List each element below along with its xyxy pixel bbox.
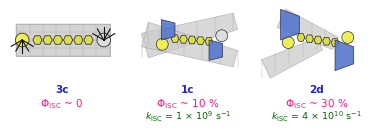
Polygon shape: [64, 36, 73, 44]
Circle shape: [156, 38, 168, 50]
FancyBboxPatch shape: [16, 24, 110, 56]
Text: 2d: 2d: [309, 85, 324, 95]
Text: 3c: 3c: [55, 85, 68, 95]
Polygon shape: [197, 37, 204, 45]
Polygon shape: [142, 22, 238, 67]
Polygon shape: [262, 38, 323, 78]
Polygon shape: [331, 39, 339, 46]
Text: $\Phi_{\mathregular{ISC}}$ ~ 0: $\Phi_{\mathregular{ISC}}$ ~ 0: [40, 97, 84, 111]
Polygon shape: [277, 9, 338, 50]
Polygon shape: [323, 37, 330, 45]
Polygon shape: [171, 35, 179, 42]
Text: $\Phi_{\mathregular{ISC}}$ ~ 10 %: $\Phi_{\mathregular{ISC}}$ ~ 10 %: [156, 97, 220, 111]
Text: $\Phi_{\mathregular{ISC}}$ ~ 30 %: $\Phi_{\mathregular{ISC}}$ ~ 30 %: [285, 97, 349, 111]
Text: $k_{\mathregular{ISC}}$ = 1 × 10$^{\mathregular{9}}$ s$^{\mathregular{-1}}$: $k_{\mathregular{ISC}}$ = 1 × 10$^{\math…: [145, 110, 231, 124]
Circle shape: [97, 33, 111, 47]
Polygon shape: [180, 35, 187, 43]
Circle shape: [15, 33, 29, 47]
Text: $k_{\mathregular{ISC}}$ = 4 × 10$^{\mathregular{10}}$ s$^{\mathregular{-1}}$: $k_{\mathregular{ISC}}$ = 4 × 10$^{\math…: [271, 110, 362, 124]
Polygon shape: [306, 35, 313, 43]
Polygon shape: [142, 13, 238, 58]
Circle shape: [342, 31, 354, 43]
Polygon shape: [297, 34, 305, 41]
Polygon shape: [53, 36, 62, 44]
Polygon shape: [280, 9, 299, 40]
Polygon shape: [314, 36, 322, 44]
Polygon shape: [74, 36, 83, 44]
Polygon shape: [33, 36, 42, 44]
Polygon shape: [209, 40, 223, 60]
Circle shape: [216, 30, 228, 42]
Text: 1c: 1c: [181, 85, 195, 95]
Circle shape: [282, 37, 294, 49]
Polygon shape: [205, 38, 213, 45]
Polygon shape: [335, 40, 354, 71]
Polygon shape: [84, 36, 93, 44]
Polygon shape: [161, 20, 175, 40]
Polygon shape: [43, 36, 52, 44]
Polygon shape: [188, 36, 196, 44]
